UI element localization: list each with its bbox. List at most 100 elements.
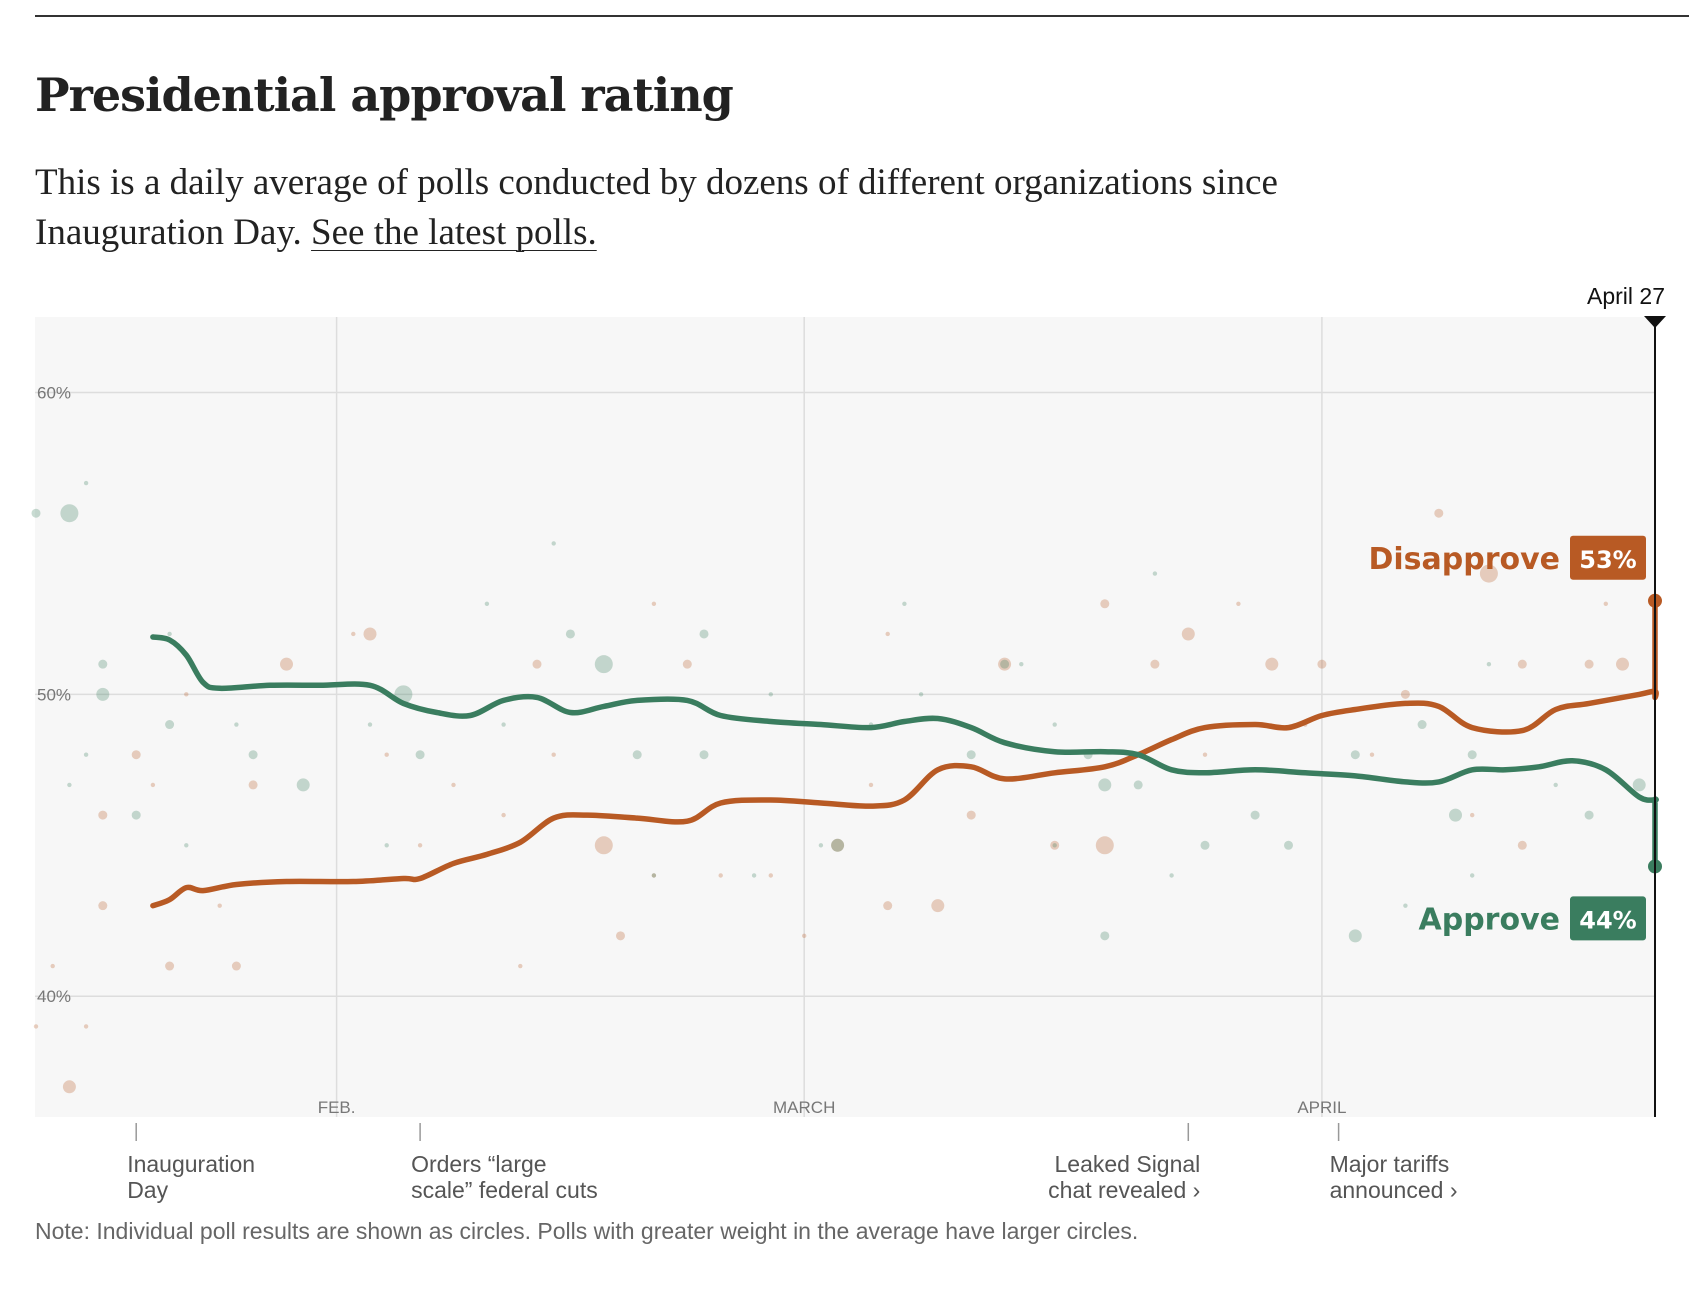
approve-poll-marker xyxy=(1470,873,1475,878)
disapprove-poll-marker xyxy=(1181,627,1195,641)
approve-poll-marker xyxy=(699,629,709,639)
disapprove-poll-marker xyxy=(231,961,241,971)
disapprove-poll-marker xyxy=(351,631,356,637)
disapprove-poll-marker xyxy=(150,782,156,788)
event-label: Inauguration xyxy=(127,1151,255,1177)
disapprove-poll-marker xyxy=(1400,689,1410,699)
approve-poll-marker xyxy=(966,750,976,760)
disapprove-poll-marker xyxy=(885,631,890,637)
disapprove-poll-marker xyxy=(1479,564,1498,583)
event-label: Orders “large xyxy=(411,1151,546,1177)
disapprove-poll-marker xyxy=(1265,657,1279,671)
approve-poll-marker xyxy=(751,873,757,878)
current-date-marker: April 27 xyxy=(1587,283,1666,1117)
approve-series-label: Approve xyxy=(1419,902,1560,937)
disapprove-poll-marker xyxy=(551,752,556,757)
approve-poll-marker xyxy=(768,692,773,697)
approve-value-badge xyxy=(1570,896,1646,941)
subtitle-text: This is a daily average of polls conduct… xyxy=(35,162,1278,253)
approve-poll-marker xyxy=(1632,778,1646,792)
approve-poll-marker xyxy=(415,750,425,760)
disapprove-poll-marker xyxy=(718,873,723,878)
y-tick-label: 40% xyxy=(37,987,71,1006)
disapprove-poll-marker xyxy=(868,782,874,788)
approve-poll-marker xyxy=(60,504,79,523)
approve-poll-marker xyxy=(1350,750,1360,760)
approve-poll-marker xyxy=(167,631,172,637)
approve-poll-marker xyxy=(1250,810,1260,820)
approve-poll-marker xyxy=(1098,778,1112,792)
approve-poll-marker xyxy=(818,843,824,848)
approve-poll-marker xyxy=(367,722,373,727)
event-label: chat revealed › xyxy=(1048,1177,1200,1203)
event-label: Major tariffs xyxy=(1330,1151,1450,1177)
approve-poll-marker xyxy=(184,843,189,848)
y-tick-label: 50% xyxy=(37,685,71,704)
disapprove-poll-marker xyxy=(217,903,222,908)
approve-poll-marker xyxy=(918,692,924,697)
approve-poll-marker xyxy=(31,508,41,518)
approve-poll-marker xyxy=(1284,840,1293,850)
approve-poll-marker xyxy=(1169,873,1174,878)
disapprove-poll-marker xyxy=(62,1080,76,1094)
disapprove-poll-marker xyxy=(1470,812,1475,818)
approve-poll-marker xyxy=(1486,661,1492,667)
approve-poll-marker xyxy=(131,810,141,820)
page-subtitle: This is a daily average of polls conduct… xyxy=(35,158,1385,258)
approve-poll-marker xyxy=(1449,808,1462,822)
event-label: announced › xyxy=(1330,1177,1458,1203)
disapprove-poll-marker xyxy=(1100,599,1110,609)
x-tick-label: APRIL xyxy=(1297,1098,1346,1117)
disapprove-poll-marker xyxy=(33,1024,39,1029)
disapprove-poll-marker xyxy=(83,1024,89,1029)
latest-polls-link[interactable]: See the latest polls. xyxy=(311,212,597,253)
disapprove-poll-marker xyxy=(682,659,692,669)
disapprove-poll-marker xyxy=(1434,508,1444,518)
disapprove-poll-marker xyxy=(1603,601,1609,606)
event-label: Day xyxy=(127,1177,168,1203)
disapprove-poll-marker xyxy=(131,750,141,760)
approve-poll-marker xyxy=(1133,780,1143,790)
disapprove-poll-marker xyxy=(518,963,523,969)
disapprove-poll-marker xyxy=(280,657,293,671)
disapprove-poll-marker xyxy=(931,899,945,913)
disapprove-poll-marker xyxy=(966,810,976,820)
plot-background xyxy=(35,317,1655,1117)
approve-poll-marker xyxy=(296,778,310,792)
disapprove-poll-marker xyxy=(998,657,1012,671)
disapprove-poll-marker xyxy=(616,931,625,941)
approval-chart: 60% 50% 40% FEB. MARCH APRIL April 27 53% Disa… xyxy=(31,283,1666,1203)
approve-poll-marker xyxy=(1584,810,1594,820)
disapprove-poll-marker xyxy=(1317,659,1327,669)
approve-poll-marker xyxy=(1052,843,1057,848)
approve-poll-marker xyxy=(1348,929,1362,943)
current-date-label: April 27 xyxy=(1587,283,1665,309)
approve-poll-marker xyxy=(1417,720,1427,730)
approve-poll-marker xyxy=(1000,659,1010,669)
disapprove-poll-marker xyxy=(1584,659,1594,669)
disapprove-poll-marker xyxy=(883,901,893,911)
approve-poll-marker xyxy=(165,720,175,730)
approve-poll-marker xyxy=(248,750,258,760)
event-label: Leaked Signal xyxy=(1055,1151,1201,1177)
disapprove-value-badge xyxy=(1570,535,1646,580)
disapprove-poll-marker xyxy=(417,843,423,848)
disapprove-poll-marker xyxy=(50,963,55,969)
approve-value-label: 44% xyxy=(1579,906,1636,934)
disapprove-poll-marker xyxy=(1517,659,1527,669)
current-date-arrow xyxy=(1644,316,1666,328)
disapprove-poll-marker xyxy=(651,601,657,606)
disapprove-poll-marker xyxy=(651,873,657,878)
disapprove-value-label: 53% xyxy=(1579,546,1636,574)
header-rule xyxy=(35,15,1689,17)
approve-poll-marker xyxy=(234,722,239,727)
approve-poll-marker xyxy=(501,722,506,727)
approve-poll-marker xyxy=(1100,931,1110,941)
disapprove-poll-marker xyxy=(363,627,377,641)
disapprove-poll-marker xyxy=(165,961,175,971)
disapprove-poll-marker xyxy=(1369,752,1375,757)
disapprove-poll-marker xyxy=(831,838,845,852)
disapprove-poll-marker xyxy=(594,836,613,855)
approve-poll-marker xyxy=(565,629,575,639)
